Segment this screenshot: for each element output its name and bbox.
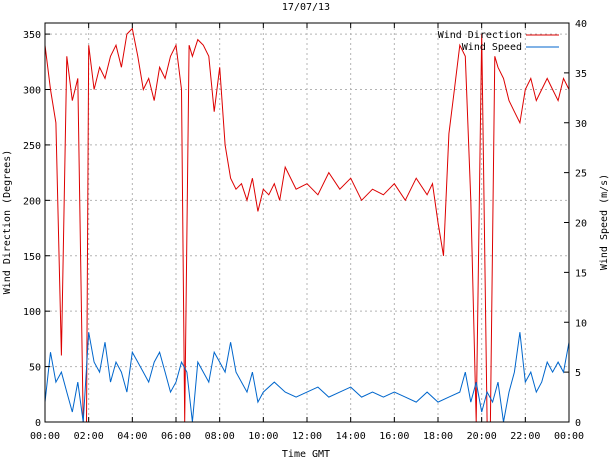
legend-label-wind-speed: Wind Speed [462,42,522,53]
axis-ticks: 00:00 02:00 04:00 06:00 08:00 10:00 12:00 14:00… [23,19,587,442]
y-tick-label-left: 350 [23,30,41,41]
y-tick-label-left: 200 [23,196,41,207]
y-tick-label-right: 30 [575,119,587,130]
legend: Wind Direction Wind Speed [438,30,559,53]
x-tick-label: 22:00 [510,431,540,442]
legend-label-wind-direction: Wind Direction [438,30,522,41]
y-tick-label-left: 0 [35,418,41,429]
x-tick-label: 08:00 [205,431,235,442]
y-tick-label-left: 100 [23,307,41,318]
y-tick-label-right: 10 [575,318,587,329]
x-tick-label: 18:00 [423,431,453,442]
x-tick-label: 14:00 [336,431,366,442]
y-tick-label-left: 50 [29,363,41,374]
series-line-wind-direction [44,27,570,423]
series-line-wind-speed [44,332,570,423]
x-tick-label: 00:00 [30,431,60,442]
x-tick-label: 12:00 [292,431,322,442]
y-tick-label-right: 20 [575,219,587,230]
x-tick-label: 06:00 [161,431,191,442]
chart-title: 17/07/13 [282,2,330,13]
x-tick-label: 02:00 [74,431,104,442]
y-axis-label-left: Wind Direction (Degrees) [2,150,13,295]
y-tick-label-left: 300 [23,86,41,97]
x-tick-label: 04:00 [117,431,147,442]
plot-frame [44,22,570,423]
series-layer [44,27,570,423]
y-tick-label-right: 5 [575,368,581,379]
y-axis-label-right: Wind Speed (m/s) [599,174,610,270]
y-tick-label-right: 25 [575,169,587,180]
y-tick-label-right: 35 [575,69,587,80]
y-tick-label-left: 150 [23,252,41,263]
x-tick-label: 10:00 [248,431,278,442]
x-tick-label: 16:00 [379,431,409,442]
x-tick-label: 00:00 [554,431,584,442]
grid-lines [45,23,569,422]
x-axis-label: Time GMT [282,449,330,459]
y-tick-label-right: 15 [575,268,587,279]
x-tick-label: 20:00 [467,431,497,442]
y-tick-label-right: 40 [575,19,587,30]
y-tick-label-left: 250 [23,141,41,152]
y-tick-label-right: 0 [575,418,581,429]
